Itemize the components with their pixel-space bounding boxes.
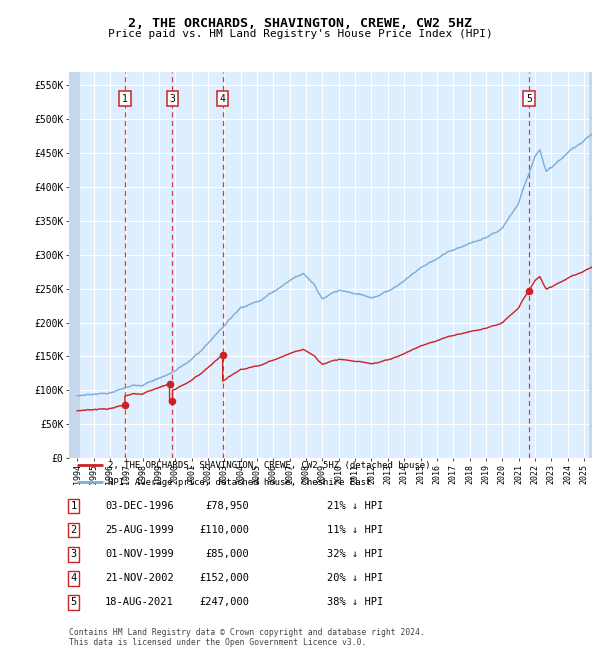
Text: 5: 5 bbox=[526, 94, 532, 103]
Text: 03-DEC-1996: 03-DEC-1996 bbox=[105, 501, 174, 511]
Text: 2: 2 bbox=[71, 525, 77, 535]
Text: 01-NOV-1999: 01-NOV-1999 bbox=[105, 549, 174, 559]
Text: 25-AUG-1999: 25-AUG-1999 bbox=[105, 525, 174, 535]
Text: HPI: Average price, detached house, Cheshire East: HPI: Average price, detached house, Ches… bbox=[108, 478, 371, 487]
Text: 20% ↓ HPI: 20% ↓ HPI bbox=[327, 573, 383, 583]
Text: 21% ↓ HPI: 21% ↓ HPI bbox=[327, 501, 383, 511]
Bar bbox=[589, 72, 592, 458]
Text: 3: 3 bbox=[71, 549, 77, 559]
Text: £152,000: £152,000 bbox=[199, 573, 249, 583]
Text: 32% ↓ HPI: 32% ↓ HPI bbox=[327, 549, 383, 559]
Text: 5: 5 bbox=[71, 597, 77, 607]
Text: 4: 4 bbox=[220, 94, 226, 103]
Text: 4: 4 bbox=[71, 573, 77, 583]
Text: 38% ↓ HPI: 38% ↓ HPI bbox=[327, 597, 383, 607]
Text: £85,000: £85,000 bbox=[205, 549, 249, 559]
Bar bbox=[69, 72, 80, 458]
Text: Price paid vs. HM Land Registry's House Price Index (HPI): Price paid vs. HM Land Registry's House … bbox=[107, 29, 493, 39]
Text: £78,950: £78,950 bbox=[205, 501, 249, 511]
Text: 11% ↓ HPI: 11% ↓ HPI bbox=[327, 525, 383, 535]
Text: 2, THE ORCHARDS, SHAVINGTON, CREWE, CW2 5HZ (detached house): 2, THE ORCHARDS, SHAVINGTON, CREWE, CW2 … bbox=[108, 462, 431, 470]
Text: Contains HM Land Registry data © Crown copyright and database right 2024.
This d: Contains HM Land Registry data © Crown c… bbox=[69, 628, 425, 647]
Text: £110,000: £110,000 bbox=[199, 525, 249, 535]
Text: 1: 1 bbox=[71, 501, 77, 511]
Text: 18-AUG-2021: 18-AUG-2021 bbox=[105, 597, 174, 607]
Text: 21-NOV-2002: 21-NOV-2002 bbox=[105, 573, 174, 583]
Text: 3: 3 bbox=[170, 94, 175, 103]
Text: 2, THE ORCHARDS, SHAVINGTON, CREWE, CW2 5HZ: 2, THE ORCHARDS, SHAVINGTON, CREWE, CW2 … bbox=[128, 17, 472, 30]
Text: 1: 1 bbox=[122, 94, 128, 103]
Text: £247,000: £247,000 bbox=[199, 597, 249, 607]
